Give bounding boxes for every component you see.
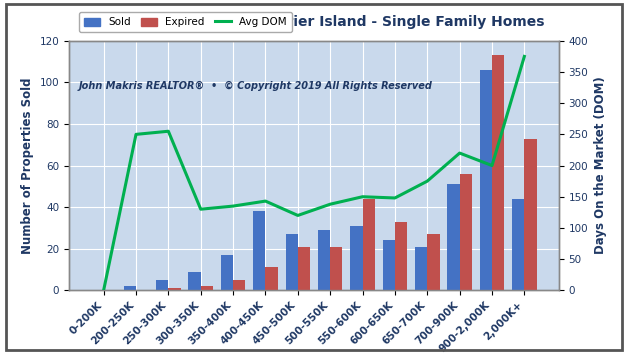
Bar <box>350 226 362 290</box>
Bar <box>395 222 407 290</box>
Bar <box>298 247 310 290</box>
Legend: Sold, Expired, Avg DOM: Sold, Expired, Avg DOM <box>79 12 292 32</box>
Avg DOM <box>165 129 172 133</box>
Y-axis label: Number of Properties Sold: Number of Properties Sold <box>21 77 34 254</box>
Avg DOM <box>262 199 269 203</box>
Bar <box>460 174 472 290</box>
Bar <box>318 230 330 290</box>
Text: Vero Beach Barrier Island - Single Family Homes: Vero Beach Barrier Island - Single Famil… <box>166 15 544 29</box>
Bar <box>480 70 492 290</box>
Avg DOM <box>229 204 237 208</box>
Bar <box>188 272 201 290</box>
Bar <box>266 267 278 290</box>
Bar <box>427 234 440 290</box>
Bar <box>512 199 524 290</box>
Avg DOM <box>488 164 495 168</box>
Bar <box>524 138 537 290</box>
Bar <box>492 55 504 290</box>
Bar <box>382 240 395 290</box>
Line: Avg DOM: Avg DOM <box>104 56 524 290</box>
Bar <box>447 184 460 290</box>
Avg DOM <box>100 288 107 292</box>
Avg DOM <box>133 132 140 137</box>
Bar <box>168 288 181 290</box>
Bar <box>124 286 136 290</box>
Avg DOM <box>391 196 399 200</box>
Bar <box>233 280 246 290</box>
Bar <box>253 211 266 290</box>
Avg DOM <box>359 195 366 199</box>
Avg DOM <box>521 54 528 58</box>
Bar <box>362 199 375 290</box>
Bar <box>330 247 342 290</box>
Avg DOM <box>197 207 205 211</box>
Avg DOM <box>423 179 431 183</box>
Bar <box>156 280 168 290</box>
Bar <box>201 286 213 290</box>
Bar <box>286 234 298 290</box>
Bar <box>221 255 233 290</box>
Avg DOM <box>294 213 301 218</box>
Avg DOM <box>456 151 463 155</box>
Y-axis label: Days On the Market (DOM): Days On the Market (DOM) <box>594 77 607 255</box>
Text: John Makris REALTOR®  •  © Copyright 2019 All Rights Reserved: John Makris REALTOR® • © Copyright 2019 … <box>78 81 432 91</box>
Avg DOM <box>327 202 334 206</box>
Bar <box>415 247 427 290</box>
